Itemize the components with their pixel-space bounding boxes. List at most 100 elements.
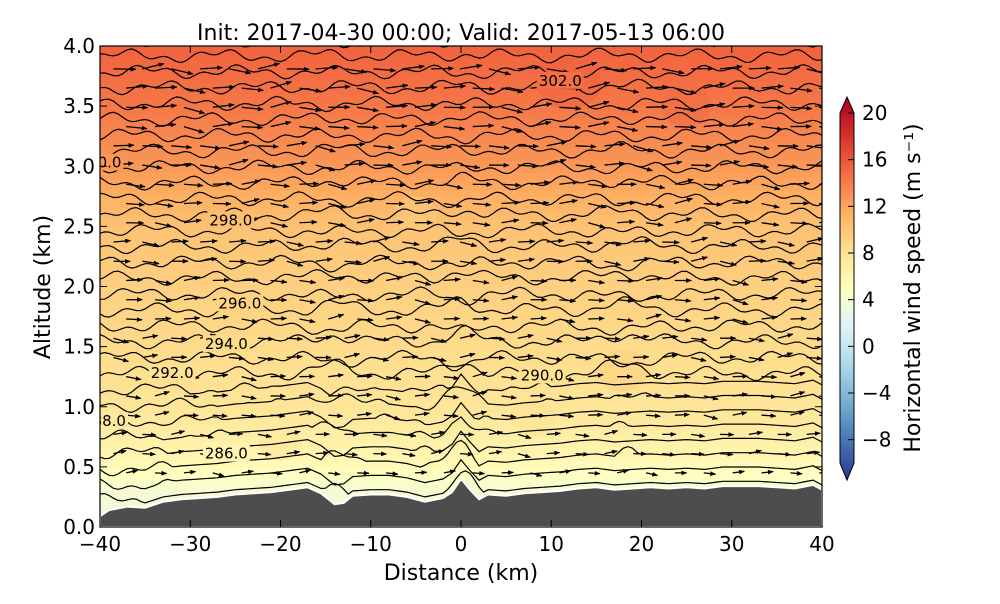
wind-speed-band [100, 118, 822, 125]
colorbar-tick-label: 0 [862, 334, 875, 358]
wind-vector [790, 473, 802, 474]
wind-vector [473, 473, 485, 474]
wind-speed-band [100, 358, 822, 365]
colorbar-tick-label: −8 [862, 428, 891, 452]
wind-vector [646, 127, 667, 128]
wind-speed-band [100, 286, 822, 293]
wind-vector [646, 107, 667, 108]
wind-vector [213, 184, 232, 185]
wind-speed-band [100, 400, 822, 407]
wind-vector [126, 280, 142, 281]
wind-vector [588, 300, 604, 301]
wind-vector [633, 357, 648, 358]
colorbar-label: Horizontal wind speed (m s⁻¹) [901, 123, 926, 452]
y-tick-label: 0.5 [63, 455, 95, 479]
colorbar-tick-label: 8 [862, 241, 875, 265]
wind-vector [142, 434, 156, 435]
colorbar-tick-label: 20 [862, 101, 887, 125]
wind-speed-band [100, 406, 822, 413]
y-tick-label: 4.0 [63, 34, 95, 58]
wind-vector [530, 203, 548, 204]
wind-speed-band [100, 82, 822, 89]
wind-speed-band [100, 328, 822, 335]
wind-vector [489, 338, 505, 339]
colorbar-tick-label: 4 [862, 288, 875, 312]
wind-vector [155, 473, 167, 474]
wind-speed-band [100, 112, 822, 119]
wind-vector [271, 473, 283, 474]
wind-vector [114, 145, 134, 146]
wind-vector [576, 454, 589, 455]
wind-speed-band [100, 148, 822, 155]
chart-title: Init: 2017-04-30 00:00; Valid: 2017-05-1… [197, 21, 725, 46]
x-tick-label: −10 [350, 532, 392, 556]
wind-vector [691, 165, 711, 166]
wind-vector [299, 184, 318, 185]
wind-vector [530, 280, 546, 281]
wind-speed-band [100, 418, 822, 425]
wind-vector [271, 318, 287, 319]
wind-vector [617, 203, 635, 204]
wind-speed-band [100, 232, 822, 239]
x-tick-label: −20 [259, 532, 301, 556]
wind-vector [142, 146, 162, 147]
wind-vector [386, 126, 407, 127]
wind-vector [213, 395, 228, 396]
colorbar-scale [840, 97, 854, 480]
wind-vector [386, 222, 403, 223]
wind-vector [287, 338, 303, 339]
isentrope-label: 286.0 [205, 445, 248, 463]
isentrope-label: 294.0 [205, 335, 248, 353]
x-tick-label: 10 [539, 532, 564, 556]
wind-vector [316, 337, 332, 338]
y-tick-label: 1.0 [63, 395, 95, 419]
wind-vector [530, 395, 545, 396]
wind-vector [258, 146, 278, 147]
wind-speed-band [100, 94, 822, 101]
wind-vector [460, 146, 480, 147]
wind-speed-band [100, 136, 822, 143]
isentrope-label: 302.0 [539, 72, 582, 90]
x-tick-label: 30 [719, 532, 744, 556]
wind-speed-patch [512, 401, 555, 437]
wind-speed-band [100, 76, 822, 83]
wind-speed-band [100, 322, 822, 329]
colorbar-tick-label: 12 [862, 194, 887, 218]
wind-vector [588, 473, 600, 474]
wind-vector [530, 415, 544, 416]
wind-speed-band [100, 124, 822, 131]
wind-vector [184, 203, 202, 204]
wind-vector [604, 338, 620, 339]
wind-speed-band [100, 388, 822, 395]
y-tick-label: 1.5 [63, 335, 95, 359]
wind-vector [171, 338, 187, 339]
wind-speed-band [100, 310, 822, 317]
wind-vector [646, 395, 661, 396]
isentrope-label: 296.0 [218, 294, 261, 312]
wind-speed-band [100, 250, 822, 257]
wind-vector [762, 377, 777, 378]
wind-speed-band [100, 202, 822, 209]
wind-vector [402, 338, 418, 339]
wind-vector [357, 376, 372, 377]
wind-vector [171, 241, 188, 242]
wind-vector [229, 434, 243, 435]
x-axis-label: Distance (km) [384, 561, 539, 586]
wind-vector [415, 87, 437, 88]
wind-vector [271, 376, 286, 377]
y-tick-label: 3.5 [63, 94, 95, 118]
wind-vector [749, 261, 766, 262]
y-tick-label: 0.0 [63, 515, 95, 539]
wind-vector [142, 454, 155, 455]
x-tick-label: 0 [455, 532, 468, 556]
wind-speed-band [100, 106, 822, 113]
wind-vector [588, 318, 604, 319]
colorbar-tick-label: −4 [862, 381, 891, 405]
wind-vector [460, 454, 473, 455]
y-tick-label: 3.0 [63, 154, 95, 178]
